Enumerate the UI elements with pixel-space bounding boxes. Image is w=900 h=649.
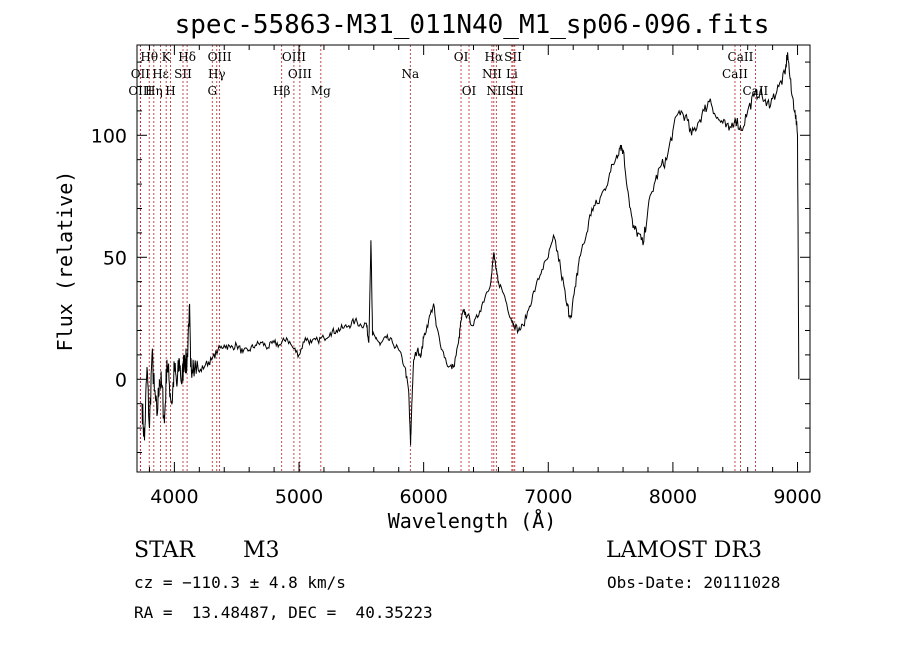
emission-line-label-20: NII (482, 67, 502, 81)
emission-line-label-14: Hβ (273, 84, 290, 98)
emission-line-label-10: Hγ (208, 67, 226, 81)
emission-line-label-8: Hδ (178, 50, 196, 64)
emission-line-label-6: H (165, 84, 175, 98)
emission-line-label-13: OIII (288, 67, 312, 81)
chart-title: spec-55863-M31_011N40_M1_sp06-096.fits (175, 10, 770, 40)
x-axis-label: Wavelength (Å) (388, 509, 557, 533)
emission-line-label-25: CaII (728, 50, 754, 64)
x-tick-label: 6000 (399, 486, 447, 508)
y-tick-label: 100 (91, 125, 127, 147)
x-tick-label: 4000 (150, 486, 198, 508)
emission-line-label-15: Mg (311, 84, 331, 98)
emission-line-label-17: OI (454, 50, 469, 64)
object-subclass: M3 (243, 538, 280, 563)
y-axis-label: Flux (relative) (53, 171, 77, 352)
emission-line-label-11: G (207, 84, 217, 98)
emission-line-label-7: SII (174, 67, 192, 81)
spectrum-line (141, 52, 800, 446)
ra-dec-coordinates: RA = 13.48487, DEC = 40.35223 (134, 603, 433, 622)
emission-line-label-12: OIII (282, 50, 306, 64)
observation-date: Obs-Date: 20111028 (607, 573, 781, 592)
emission-line-label-5: Hη (145, 84, 163, 98)
emission-line-label-24: SII (506, 84, 524, 98)
emission-line-label-22: SII (504, 50, 522, 64)
emission-line-label-4: Hε (152, 67, 169, 81)
survey-name: LAMOST DR3 (606, 538, 762, 563)
plot-frame (136, 44, 811, 473)
emission-line-label-9: OIII (208, 50, 232, 64)
redshift-velocity: cz = −110.3 ± 4.8 km/s (134, 573, 346, 592)
emission-line-label-26: CaII (722, 67, 748, 81)
emission-line-label-16: Na (401, 67, 419, 81)
y-tick-label: 0 (115, 369, 127, 391)
emission-line-label-2: OIII (128, 84, 152, 98)
x-tick-label: 5000 (275, 486, 323, 508)
x-tick-label: 9000 (773, 486, 821, 508)
emission-line-label-18: OI (462, 84, 477, 98)
axis-ticks: 4000 5000 6000 7000 8000 9000 0 50 100 (91, 45, 822, 508)
emission-line-label-19: Hα (485, 50, 504, 64)
object-class: STAR (134, 538, 195, 563)
emission-line-label-21: NII (486, 84, 506, 98)
x-tick-label: 7000 (524, 486, 572, 508)
x-tick-label: 8000 (649, 486, 697, 508)
emission-line-label-3: K (162, 50, 172, 64)
y-tick-label: 50 (103, 247, 127, 269)
emission-line-label-0: Hθ (140, 50, 158, 64)
emission-line-label-23: Li (506, 67, 518, 81)
